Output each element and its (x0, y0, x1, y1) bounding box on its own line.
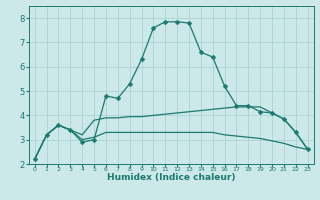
X-axis label: Humidex (Indice chaleur): Humidex (Indice chaleur) (107, 173, 236, 182)
